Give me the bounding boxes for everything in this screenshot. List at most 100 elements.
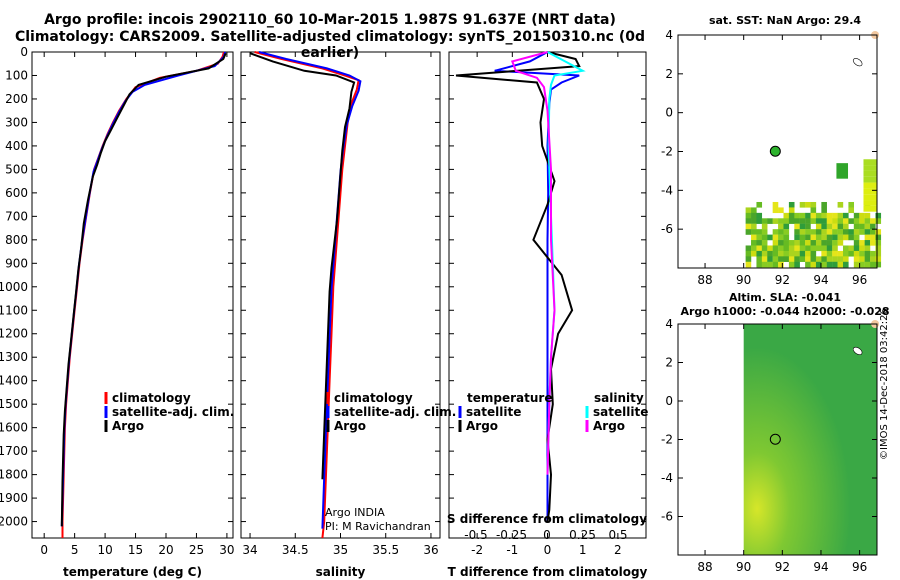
sst-map-pixel: [821, 245, 827, 252]
sst-map-pixel: [745, 229, 752, 235]
difference-series-t-satellite: [494, 51, 580, 522]
temperature-xtick-label: 20: [158, 543, 173, 557]
temperature-xtick-label: 0: [40, 543, 48, 557]
difference-salinity-legend-label: Argo: [593, 419, 625, 433]
depth-tick-label: 1200: [0, 327, 28, 341]
sst-map-pixel: [821, 201, 827, 208]
sst-map-pixel: [745, 212, 752, 219]
sst-map-pixel: [751, 240, 757, 246]
sst-map-pixel: [864, 234, 871, 241]
depth-tick-label: 800: [5, 233, 28, 247]
sst-map-pixel: [842, 250, 849, 257]
sst-map-pixel: [848, 229, 855, 235]
sst-map-pixel: [767, 234, 773, 241]
sst-map-pixel: [794, 223, 800, 230]
difference-xtick-label: -1: [506, 543, 518, 557]
sst-map-pixel: [810, 212, 817, 219]
difference-temperature-legend-label: satellite: [466, 405, 521, 419]
sst-map-pixel: [863, 176, 877, 183]
figure-title-line1: Argo profile: incois 2902110_60 10-Mar-2…: [44, 12, 616, 28]
sst-map-pixel: [799, 234, 806, 241]
sst-map-pixel: [842, 234, 849, 241]
sst-map-pixel: [767, 256, 773, 262]
sst-map-pixel: [870, 240, 876, 246]
sst-map-pixel: [778, 218, 784, 224]
sst-map-pixel: [778, 261, 784, 268]
sst-map-pixel: [853, 218, 860, 224]
sst-map-pixel: [805, 234, 811, 241]
difference-series-t-argo: [455, 51, 581, 522]
sst-map-pixel: [832, 229, 838, 235]
sst-map-pixel: [767, 245, 773, 252]
sst-map-pixel: [794, 250, 800, 257]
sst-map-pixel: [870, 223, 876, 230]
sst-map-pixel: [832, 212, 838, 219]
sst-map-pixel: [875, 229, 882, 235]
sst-map-pixel: [837, 240, 844, 246]
sst-map-pixel: [853, 212, 860, 219]
sst-map-pixel: [826, 218, 833, 224]
depth-tick-label: 500: [5, 162, 28, 176]
temperature-xtick-label: 25: [189, 543, 204, 557]
sst-map-pixel: [853, 261, 860, 268]
sst-map-xtick-label: 92: [775, 273, 790, 287]
temperature-plot-frame: [31, 51, 234, 539]
sst-map-pixel: [772, 207, 779, 214]
sst-map-pixel: [864, 229, 871, 235]
sst-map-pixel: [810, 229, 817, 235]
sst-map-pixel: [805, 240, 811, 246]
sst-map-pixel: [778, 234, 784, 241]
sst-map-pixel: [832, 223, 838, 230]
sst-map-pixel: [810, 201, 817, 208]
sst-map-pixel: [756, 245, 763, 252]
sst-map-pixel: [745, 256, 752, 262]
sst-map-pixel: [761, 261, 768, 268]
depth-tick-label: 1000: [0, 280, 28, 294]
sst-map-pixel: [815, 218, 822, 224]
sst-map-pixel: [821, 218, 827, 224]
sst-map-pixel: [756, 261, 763, 268]
sst-map-pixel: [864, 212, 871, 219]
sst-map-pixel: [745, 245, 752, 252]
sst-map-pixel: [815, 223, 822, 230]
sst-map-pixel: [751, 229, 757, 235]
sst-map-pixel: [805, 212, 811, 219]
sst-map-pixel: [815, 240, 822, 246]
sst-map-pixel: [751, 223, 757, 230]
sst-map-pixel: [783, 256, 790, 262]
depth-tick-label: 1500: [0, 397, 28, 411]
sst-map-pixel: [842, 256, 849, 262]
sst-map-pixel: [794, 229, 800, 235]
sst-map-ytick-label: -2: [661, 145, 673, 159]
sst-map-pixel: [772, 250, 779, 257]
sst-map-pixel: [751, 245, 757, 252]
difference-salinity-tick-label: 0: [543, 528, 551, 542]
sst-map-pixel: [761, 256, 768, 262]
sst-map-pixel: [821, 256, 827, 262]
depth-tick-label: 700: [5, 209, 28, 223]
sst-map-pixel: [859, 240, 865, 246]
sst-map-xtick-label: 88: [697, 273, 712, 287]
sst-map-pixel: [756, 229, 763, 235]
sst-map-pixel: [870, 234, 876, 241]
sst-map-pixel: [853, 245, 860, 252]
sst-map-pixel: [815, 261, 822, 268]
depth-tick-label: 900: [5, 256, 28, 270]
sst-map-pixel: [761, 245, 768, 252]
sst-map-pixel: [842, 218, 849, 224]
sst-map-pixel: [756, 256, 763, 262]
sst-map-pixel: [805, 256, 811, 262]
sst-map-pixel: [810, 207, 817, 214]
salinity-xtick-label: 36: [423, 543, 438, 557]
depth-tick-label: 1400: [0, 374, 28, 388]
figure-title-line2: Climatology: CARS2009. Satellite-adjuste…: [14, 29, 646, 61]
sst-map-pixel: [837, 234, 844, 241]
salinity-xtick-label: 35: [333, 543, 348, 557]
sst-map-pixel: [805, 261, 811, 268]
sst-map-pixel: [842, 261, 849, 268]
salinity-legend-label: climatology: [334, 391, 413, 405]
sst-map-pixel: [745, 250, 752, 257]
sst-map-pixel: [756, 201, 763, 208]
imos-watermark: ©IMOS 14-Dec-2018 03:42:26: [879, 308, 890, 460]
sst-map-pixel: [815, 229, 822, 235]
